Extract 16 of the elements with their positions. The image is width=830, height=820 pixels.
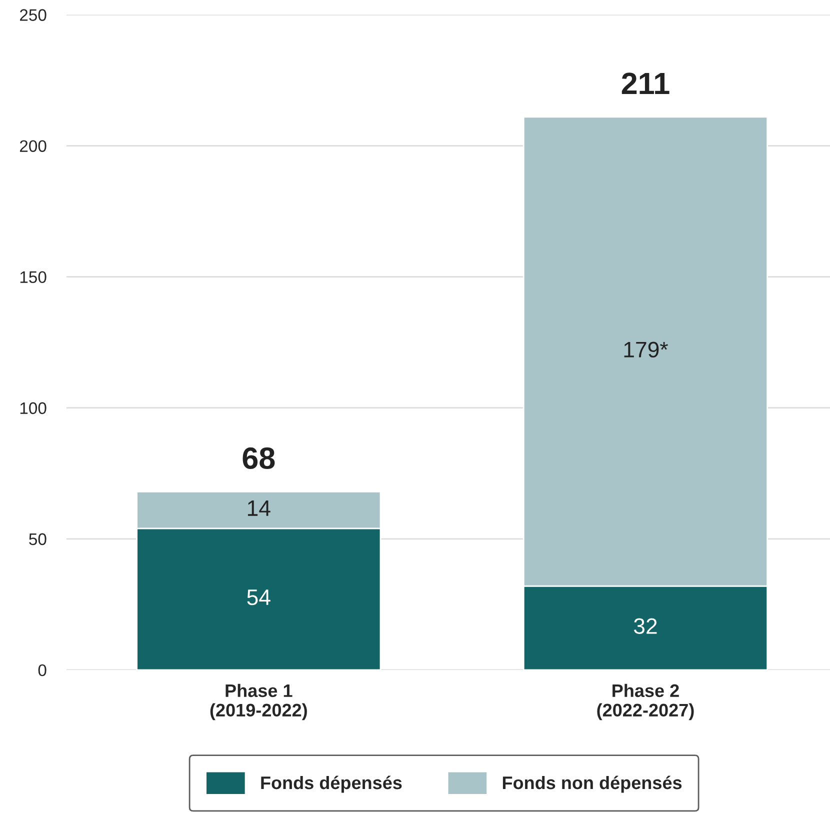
x-tick-label: Phase 2 (2022-2027)	[597, 684, 694, 720]
y-tick-label: 100	[20, 402, 46, 414]
y-tick-label: 200	[20, 140, 46, 152]
data-label: 54	[247, 590, 270, 606]
x-tick-label: Phase 1 (2019-2022)	[210, 684, 307, 720]
y-tick-label: 150	[20, 271, 46, 284]
y-tick-label: 0	[38, 664, 46, 676]
total-label: 211	[622, 72, 670, 94]
legend-label: Fonds dépensés	[261, 776, 402, 793]
data-label: 32	[634, 618, 657, 634]
legend-label: Fonds non dépensés	[502, 776, 682, 793]
y-tick-label: 50	[29, 533, 46, 546]
y-tick-label: 250	[20, 9, 46, 21]
data-label: 179*	[624, 342, 668, 358]
total-label: 68	[242, 447, 275, 470]
data-label: 14	[248, 500, 270, 516]
